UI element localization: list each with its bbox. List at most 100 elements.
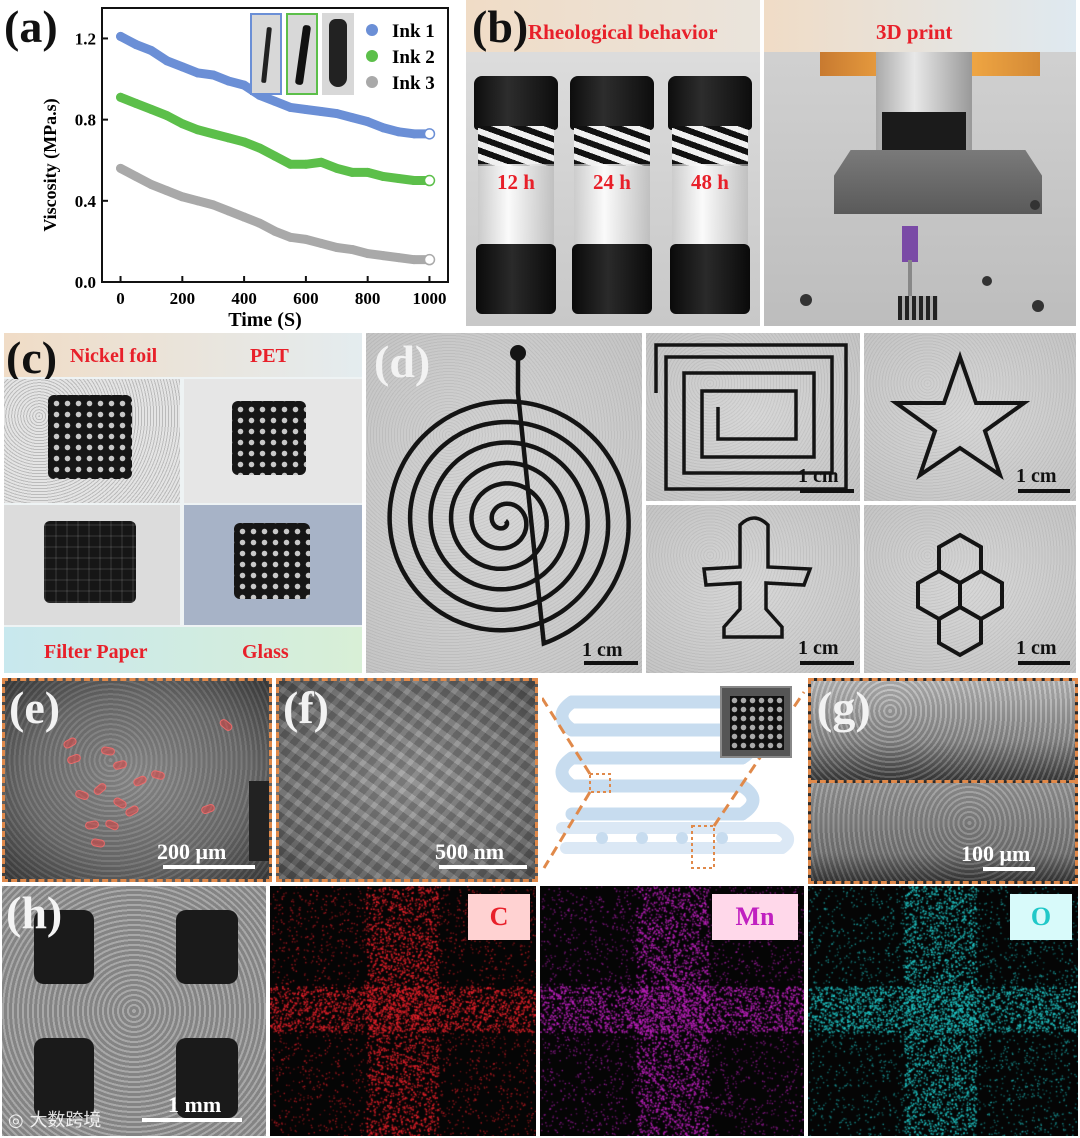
data-point <box>224 206 234 216</box>
data-point <box>316 107 326 117</box>
data-point <box>255 218 265 228</box>
watermark: ◎ 大数跨境 <box>8 1106 101 1132</box>
data-point <box>193 125 203 135</box>
element-badge-c: C <box>468 894 530 940</box>
airplane-print <box>702 516 813 639</box>
filter-paper-photo <box>4 505 180 625</box>
grid-schematic <box>542 678 806 882</box>
data-point <box>409 129 419 139</box>
data-point <box>162 186 172 196</box>
data-point <box>332 109 342 119</box>
data-point <box>363 167 373 177</box>
x-tick-label: 400 <box>231 289 257 308</box>
panel-e-sem: (e) 200 μm <box>2 678 272 882</box>
data-point <box>301 159 311 169</box>
data-point <box>285 232 295 242</box>
printer-mount <box>834 150 1042 214</box>
data-point <box>347 113 357 123</box>
plot-frame <box>101 7 449 283</box>
y-tick-label: 1.2 <box>75 29 96 48</box>
eds-map-o: O <box>808 886 1078 1136</box>
grid-photo-inset <box>720 686 792 758</box>
panel-g-scalebar: 100 μm <box>961 841 1030 867</box>
data-point <box>285 102 295 112</box>
rectangular-spiral <box>654 343 848 491</box>
y-tick-label: 0.0 <box>75 273 96 292</box>
scalebar-label: 1 cm <box>798 465 839 487</box>
data-point <box>177 119 187 129</box>
data-point <box>208 200 218 210</box>
panel-b-printer-header <box>764 0 1076 52</box>
panel-e-label: (e) <box>9 682 61 733</box>
glass-label: Glass <box>242 641 289 663</box>
scalebar-label: 1 cm <box>582 639 623 661</box>
rect-scalebar: 1 cm <box>798 465 839 488</box>
vial-time-label: 48 h <box>691 170 729 194</box>
x-tick-label: 0 <box>116 289 125 308</box>
star-scalebar: 1 cm <box>1016 465 1057 488</box>
nozzle <box>902 226 918 262</box>
glass-photo <box>184 505 362 625</box>
3d-print-title: 3D print <box>876 20 953 44</box>
legend-marker-1 <box>366 24 378 36</box>
element-badge-mn: Mn <box>712 894 798 940</box>
panel-e-scalebar: 200 μm <box>157 839 226 865</box>
data-point <box>239 80 249 90</box>
data-point <box>116 31 126 41</box>
panel-d-airplane: 1 cm <box>646 505 860 673</box>
data-point <box>162 56 172 66</box>
pet-photo <box>184 379 362 503</box>
scalebar-label: 1 cm <box>1016 637 1057 659</box>
ink2-inset-image <box>286 13 318 95</box>
panel-g-sem: (g) 100 μm <box>808 678 1078 884</box>
panel-c-footer <box>4 627 362 673</box>
data-point <box>378 123 388 133</box>
panel-c: (c) Nickel foil PET Filter Paper Glass <box>4 333 362 673</box>
data-point <box>193 68 203 78</box>
data-point <box>270 151 280 161</box>
vial-time-label: 12 h <box>497 170 535 194</box>
legend-label-2: Ink 2 <box>392 47 435 68</box>
scalebar-label: 500 nm <box>435 839 505 864</box>
printed-grid-sample <box>44 521 136 603</box>
data-point <box>316 157 326 167</box>
series-line-2 <box>116 92 434 186</box>
data-point <box>301 234 311 244</box>
panel-d-spiral: (d) 1 cm <box>366 333 642 673</box>
panel-f-label: (f) <box>283 682 329 733</box>
vial-3: 48 h <box>668 76 752 316</box>
panel-h-label: (h) <box>6 887 63 938</box>
series-line-3 <box>116 163 434 265</box>
nickel-foil-label: Nickel foil <box>70 345 158 367</box>
element-badge-o: O <box>1010 894 1072 940</box>
x-tick-label: 600 <box>293 289 319 308</box>
legend-marker-2 <box>366 50 378 62</box>
printed-grid-sample <box>48 395 132 479</box>
data-point <box>177 192 187 202</box>
scalebar-label: 1 cm <box>798 637 839 659</box>
printed-grid-sample <box>234 523 310 599</box>
data-point <box>116 92 126 102</box>
rheological-behavior-title: Rheological behavior <box>528 20 718 44</box>
data-point <box>131 40 141 50</box>
data-point <box>394 173 404 183</box>
endpoint-marker <box>423 174 436 187</box>
data-point <box>378 171 388 181</box>
panel-b-printer: 3D print <box>764 0 1076 326</box>
hexagon-print <box>916 532 1004 658</box>
data-point <box>208 70 218 80</box>
panel-g-label: (g) <box>817 682 871 733</box>
airplane-scalebar: 1 cm <box>798 637 839 660</box>
vial-time-label: 24 h <box>593 170 631 194</box>
data-point <box>363 117 373 127</box>
data-point <box>332 242 342 252</box>
hex-scalebar: 1 cm <box>1016 637 1057 660</box>
legend-label-3: Ink 3 <box>392 73 435 94</box>
ink3-inset-image <box>322 13 354 95</box>
data-point <box>208 129 218 139</box>
panel-a-label: (a) <box>4 1 58 52</box>
panel-d-label: (d) <box>374 336 431 387</box>
data-point <box>224 76 234 86</box>
scalebar-label: 200 μm <box>157 839 227 864</box>
data-point <box>285 159 295 169</box>
